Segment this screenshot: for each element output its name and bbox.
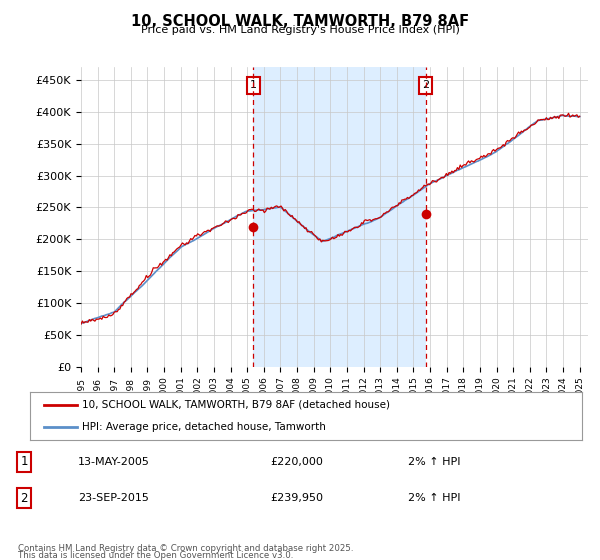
Text: £239,950: £239,950 (270, 493, 323, 503)
Text: 10, SCHOOL WALK, TAMWORTH, B79 8AF (detached house): 10, SCHOOL WALK, TAMWORTH, B79 8AF (deta… (82, 400, 391, 410)
Text: 13-MAY-2005: 13-MAY-2005 (78, 457, 150, 467)
Bar (253, 67, 425, 367)
Text: 2% ↑ HPI: 2% ↑ HPI (408, 457, 461, 467)
Text: 1: 1 (20, 455, 28, 468)
Text: Price paid vs. HM Land Registry's House Price Index (HPI): Price paid vs. HM Land Registry's House … (140, 25, 460, 35)
Text: HPI: Average price, detached house, Tamworth: HPI: Average price, detached house, Tamw… (82, 422, 326, 432)
Text: Contains HM Land Registry data © Crown copyright and database right 2025.: Contains HM Land Registry data © Crown c… (18, 544, 353, 553)
Text: This data is licensed under the Open Government Licence v3.0.: This data is licensed under the Open Gov… (18, 551, 293, 560)
Text: 2: 2 (20, 492, 28, 505)
Text: £220,000: £220,000 (270, 457, 323, 467)
Text: 23-SEP-2015: 23-SEP-2015 (78, 493, 149, 503)
Text: 1: 1 (250, 80, 257, 90)
Text: 2% ↑ HPI: 2% ↑ HPI (408, 493, 461, 503)
Text: 10, SCHOOL WALK, TAMWORTH, B79 8AF: 10, SCHOOL WALK, TAMWORTH, B79 8AF (131, 14, 469, 29)
Text: 2: 2 (422, 80, 429, 90)
